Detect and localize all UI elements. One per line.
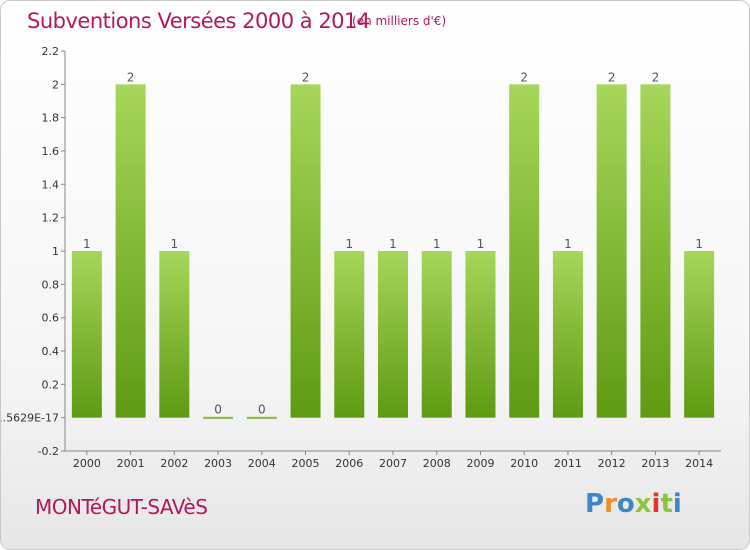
x-tick-label: 2007	[379, 457, 407, 470]
x-tick-label: 2005	[292, 457, 320, 470]
bar-2007	[378, 251, 408, 418]
x-tick-label: 2012	[598, 457, 626, 470]
y-tick-label: 1.4	[42, 178, 60, 191]
bar-2009	[465, 251, 496, 418]
bar-value-label: 2	[520, 70, 528, 84]
bar-value-label: 2	[652, 70, 660, 84]
bar-value-label: 2	[127, 70, 135, 84]
bar-value-label: 1	[477, 237, 485, 251]
x-tick-label: 2013	[641, 457, 669, 470]
bar-value-label: 1	[83, 237, 91, 251]
y-tick-label: -0.2	[38, 445, 59, 458]
x-tick-label: 2002	[160, 457, 188, 470]
y-tick-label: 2	[52, 78, 59, 91]
bar-2003	[203, 416, 234, 419]
bar-value-label: 1	[345, 237, 353, 251]
brand-letter: r	[604, 489, 617, 519]
bar-value-label: 1	[171, 237, 179, 251]
brand-letter: i	[651, 489, 661, 519]
bar-2006	[334, 251, 365, 418]
bar-value-label: 1	[564, 237, 572, 251]
y-tick-label: 1.6	[42, 145, 60, 158]
y-tick-label: 2.2	[42, 45, 60, 58]
y-tick-label: 0.6	[42, 312, 60, 325]
x-tick-label: 2003	[204, 457, 232, 470]
x-tick-label: 2009	[466, 457, 494, 470]
chart-axes: -0.2 -1.5629E-17 0.2 0.4 0.6 0.8 1 1.2 1.4 1.6 1.8…	[1, 45, 721, 470]
bar-value-label: 1	[433, 237, 441, 251]
brand-letter: x	[634, 489, 652, 519]
y-tick-label: 1	[52, 245, 59, 258]
bar-value-label: 0	[258, 403, 266, 417]
x-tick-label: 2006	[335, 457, 363, 470]
x-tick-label: 2010	[510, 457, 538, 470]
x-tick-label: 2008	[423, 457, 451, 470]
bar-2002	[159, 251, 190, 418]
x-tick-label: 2014	[685, 457, 713, 470]
bar-2014	[684, 251, 715, 418]
chart-title: Subventions Versées 2000 à 2014	[27, 9, 370, 33]
brand-letter: o	[616, 489, 635, 519]
brand-letter: t	[660, 489, 673, 519]
y-tick-label: 1.2	[42, 212, 60, 225]
bar-value-label: 1	[389, 237, 397, 251]
bar-2012	[596, 84, 627, 418]
chart-bars	[71, 84, 715, 419]
bar-value-label: 0	[214, 403, 222, 417]
y-tick-label: 1.8	[42, 112, 60, 125]
chart-value-labels: 1 2 1 0 0 2 1 1 1 1 2 1 2 2 1	[83, 70, 703, 416]
bar-2013	[640, 84, 671, 418]
bar-value-label: 2	[302, 70, 310, 84]
brand-letter: i	[672, 489, 682, 519]
bar-2005	[290, 84, 321, 418]
bar-2010	[509, 84, 540, 418]
y-tick-label: 0.2	[42, 378, 60, 391]
y-tick-label: 0.8	[42, 278, 60, 291]
chart-subtitle: (en milliers d'€)	[352, 14, 447, 28]
bar-value-label: 1	[695, 237, 703, 251]
y-tick-label: -1.5629E-17	[1, 412, 59, 425]
x-tick-label: 2004	[248, 457, 276, 470]
brand-letter: P	[585, 489, 605, 519]
x-tick-label: 2000	[73, 457, 101, 470]
x-tick-label: 2001	[117, 457, 145, 470]
bar-2000	[71, 251, 102, 418]
bar-2011	[552, 251, 583, 418]
brand-logo: Proxiti	[585, 489, 682, 519]
place-name: MONTéGUT-SAVèS	[35, 495, 208, 519]
bar-2004	[246, 416, 277, 419]
bar-value-label: 2	[608, 70, 616, 84]
bar-2008	[421, 251, 452, 418]
y-tick-label: 0.4	[42, 345, 60, 358]
bar-2001	[115, 84, 146, 418]
x-tick-label: 2011	[554, 457, 582, 470]
